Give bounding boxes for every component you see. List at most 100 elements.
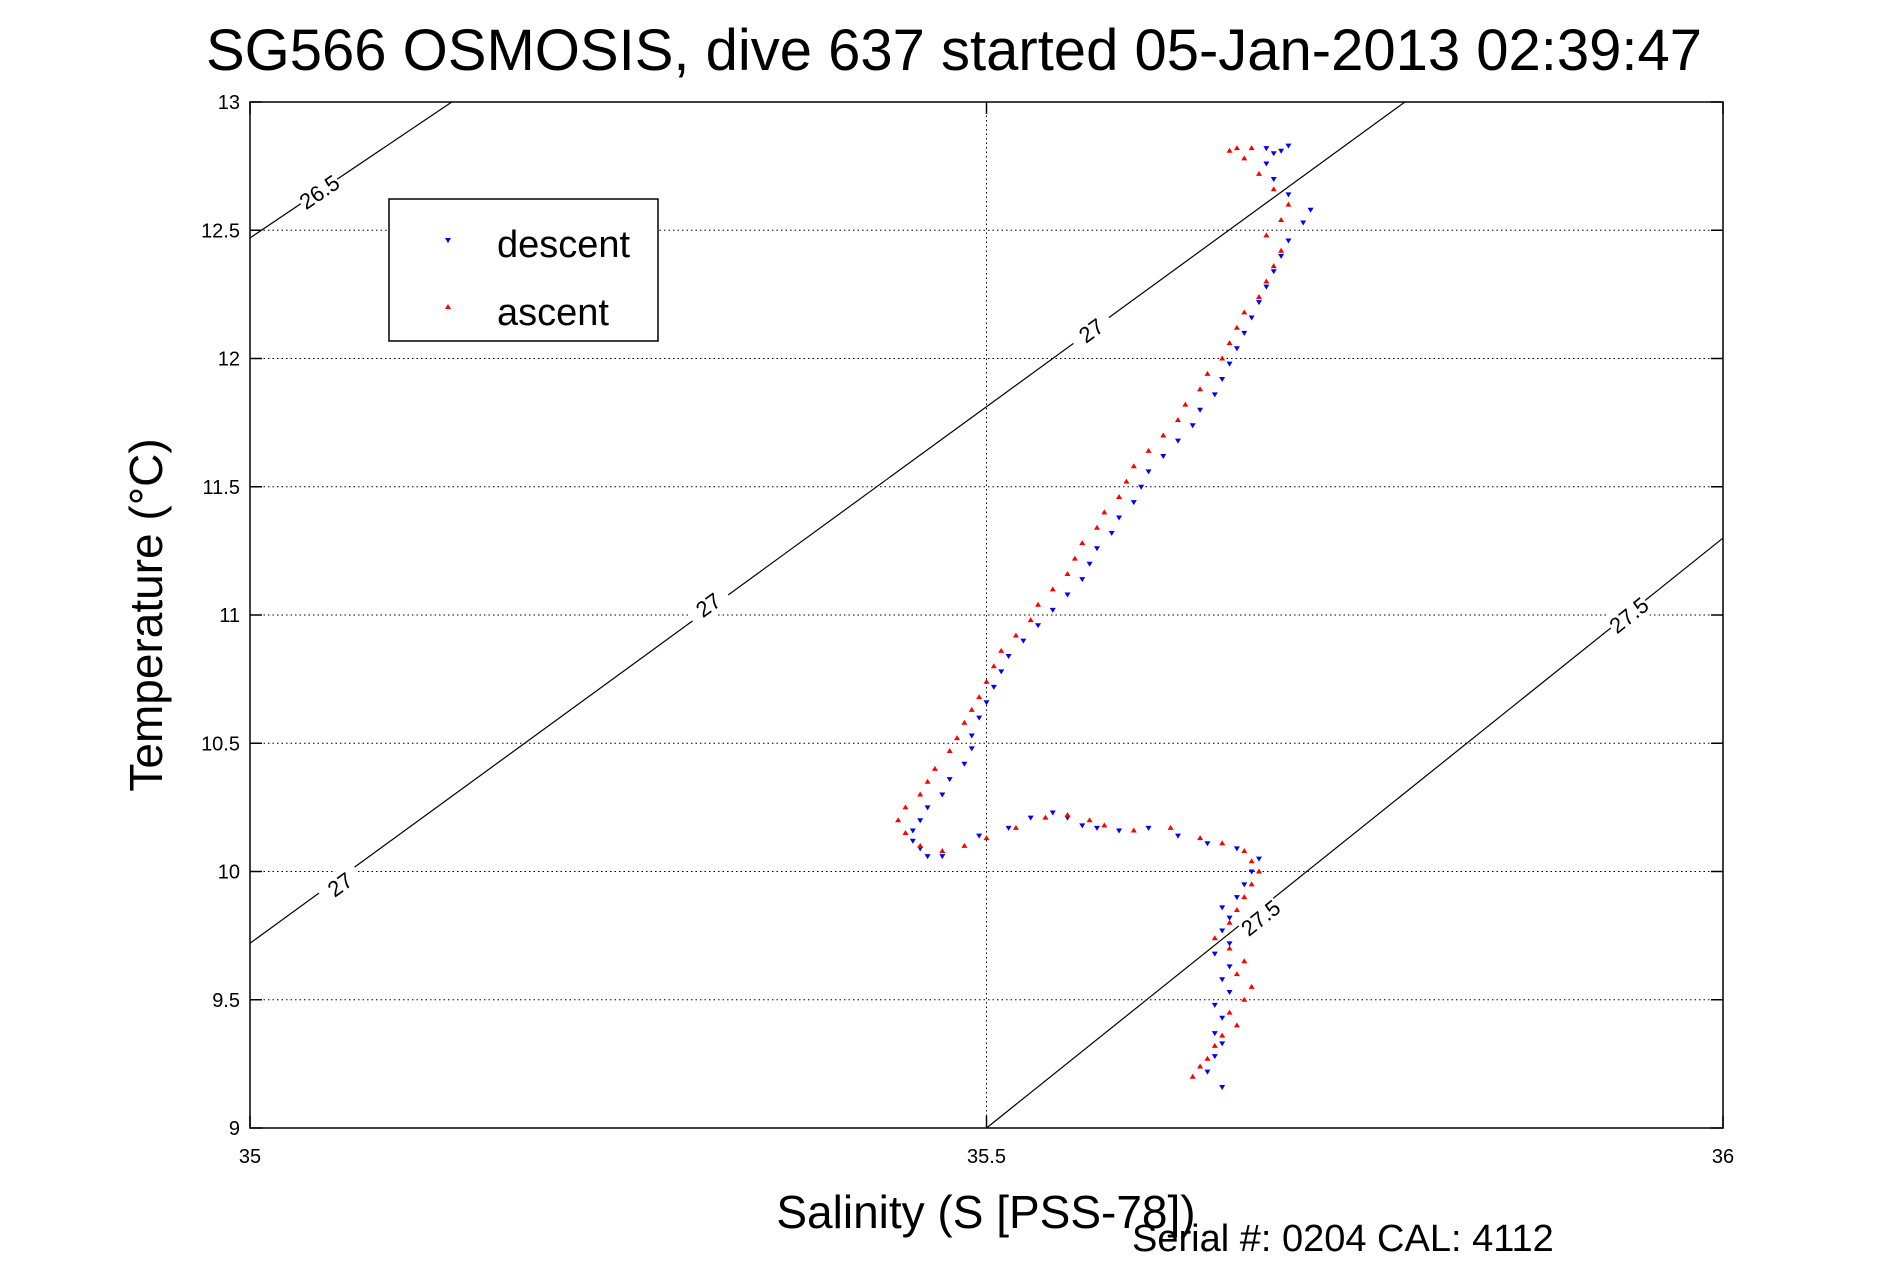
series-ascent	[895, 145, 1292, 1079]
ascent-point	[1226, 1009, 1233, 1015]
descent-point	[1138, 484, 1145, 490]
ascent-point	[1086, 817, 1093, 823]
descent-point	[1263, 161, 1270, 167]
descent-point	[1197, 407, 1204, 413]
ascent-point	[1160, 432, 1167, 438]
descent-point	[1226, 990, 1233, 996]
descent-point	[1027, 815, 1034, 821]
ascent-point	[983, 835, 990, 841]
ascent-point	[1182, 401, 1189, 407]
legend-label-descent: descent	[497, 224, 631, 266]
ascent-point	[1211, 1042, 1218, 1048]
y-tick-label: 12	[218, 349, 240, 371]
descent-point	[1270, 151, 1277, 157]
descent-point	[1226, 361, 1233, 367]
ascent-point	[1130, 827, 1137, 833]
ascent-point	[1248, 983, 1255, 989]
descent-point	[1241, 330, 1248, 336]
ascent-point	[1071, 555, 1078, 561]
descent-point	[1285, 238, 1292, 244]
ascent-point	[1035, 601, 1042, 607]
ascent-point	[1189, 1073, 1196, 1079]
ascent-point	[1197, 1063, 1204, 1069]
descent-point	[961, 761, 968, 767]
y-tick-label: 10.5	[201, 733, 240, 755]
ascent-point	[1211, 935, 1218, 941]
y-tick-label: 13	[218, 92, 240, 114]
ascent-point	[1145, 447, 1152, 453]
ascent-point	[895, 817, 902, 823]
descent-point	[1219, 928, 1226, 934]
descent-point	[1226, 915, 1233, 921]
descent-point	[976, 715, 983, 721]
y-tick-label: 11	[219, 605, 240, 627]
descent-point	[1256, 856, 1263, 862]
descent-point	[1307, 207, 1314, 213]
series-descent	[909, 143, 1314, 1090]
ascent-point	[917, 791, 924, 797]
ascent-point	[1219, 355, 1226, 361]
ascent-point	[1012, 632, 1019, 638]
y-tick-label: 10	[218, 862, 240, 884]
descent-point	[968, 733, 975, 739]
descent-point	[1020, 638, 1027, 644]
descent-point	[1116, 515, 1123, 521]
ascent-point	[1064, 812, 1071, 818]
descent-point	[1189, 423, 1196, 429]
descent-point	[1278, 253, 1285, 259]
ascent-point	[1256, 868, 1263, 874]
ascent-point	[946, 747, 953, 753]
descent-point	[990, 684, 997, 690]
descent-point	[1145, 825, 1152, 831]
descent-point	[909, 828, 916, 834]
ascent-point	[924, 778, 931, 784]
descent-point	[1005, 825, 1012, 831]
descent-point	[1086, 561, 1093, 567]
ascent-point	[961, 719, 968, 725]
ascent-point	[1027, 617, 1034, 623]
legend-marker-ascent	[445, 304, 451, 309]
ascent-point	[1278, 247, 1285, 253]
descent-point	[1005, 654, 1012, 660]
ascent-point	[1226, 147, 1233, 153]
isopycnal-line	[986, 537, 1724, 1129]
descent-point	[1093, 546, 1100, 552]
ascent-point	[1241, 894, 1248, 900]
ascent-point	[931, 765, 938, 771]
ascent-point	[1248, 881, 1255, 887]
descent-point	[1270, 269, 1277, 275]
descent-point	[998, 669, 1005, 675]
descent-point	[1130, 500, 1137, 506]
ascent-point	[1012, 824, 1019, 830]
ascent-point	[968, 706, 975, 712]
ascent-point	[1079, 540, 1086, 546]
ascent-point	[902, 804, 909, 810]
descent-point	[1219, 377, 1226, 383]
descent-point	[1174, 833, 1181, 839]
descent-point	[1278, 148, 1285, 154]
descent-point	[1248, 869, 1255, 875]
descent-point	[1263, 284, 1270, 290]
descent-point	[909, 838, 916, 844]
ascent-point	[1064, 570, 1071, 576]
ascent-point	[1241, 309, 1248, 315]
y-tick-label: 12.5	[201, 220, 240, 242]
descent-point	[1285, 192, 1292, 198]
descent-point	[946, 777, 953, 783]
ascent-point	[1285, 201, 1292, 207]
descent-point	[1211, 1054, 1218, 1060]
descent-point	[1108, 530, 1115, 536]
y-axis-label: Temperature (°C)	[120, 438, 172, 791]
y-tick-label: 11.5	[203, 477, 240, 499]
ascent-point	[998, 647, 1005, 653]
ascent-point	[1241, 958, 1248, 964]
descent-point	[1233, 346, 1240, 352]
ascent-point	[1270, 263, 1277, 269]
x-axis-label: Salinity (S [PSS-78])	[776, 1186, 1195, 1238]
series-layer	[895, 143, 1314, 1090]
descent-point	[1211, 392, 1218, 398]
descent-point	[1211, 951, 1218, 957]
x-tick-label: 36	[1712, 1146, 1734, 1168]
descent-point	[1079, 823, 1086, 829]
